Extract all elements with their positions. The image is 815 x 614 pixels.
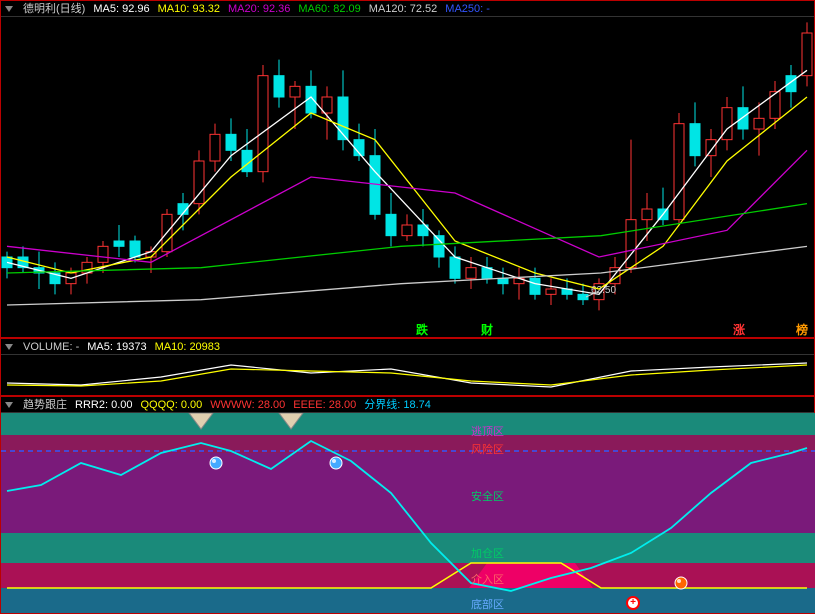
- add-icon[interactable]: +: [626, 596, 640, 610]
- volume-title: VOLUME: -: [23, 339, 79, 355]
- candlestick-panel: 德明利(日线) MA5: 92.96 MA10: 93.32 MA20: 92.…: [0, 0, 815, 338]
- candlestick-header: 德明利(日线) MA5: 92.96 MA10: 93.32 MA20: 92.…: [1, 1, 814, 17]
- trend-title: 趋势跟庄: [23, 397, 67, 413]
- zone-label: 安全区: [471, 488, 504, 504]
- volume-header: VOLUME: - MA5: 19373 MA10: 20983: [1, 339, 814, 355]
- rrr2-label: RRR2: 0.00: [75, 397, 133, 413]
- marker-label: 财: [481, 321, 493, 338]
- zone-label: 加仓区: [471, 545, 504, 561]
- zone-label: 介入区: [471, 571, 504, 587]
- chevron-down-icon[interactable]: [5, 6, 13, 12]
- candlestick-chart[interactable]: 62.50 跌 财 涨 榜: [1, 17, 814, 337]
- qqqq-label: QQQQ: 0.00: [141, 397, 203, 413]
- zone-label: 风险区: [471, 441, 504, 457]
- marker-label: 榜: [796, 321, 808, 338]
- ma120-label: MA120: 72.52: [369, 1, 438, 17]
- chevron-down-icon[interactable]: [5, 344, 13, 350]
- vol-ma10-label: MA10: 20983: [155, 339, 220, 355]
- marker-label: 涨: [733, 321, 745, 338]
- trend-panel: 趋势跟庄 RRR2: 0.00 QQQQ: 0.00 WWWW: 28.00 E…: [0, 396, 815, 614]
- fjx-label: 分界线: 18.74: [364, 397, 431, 413]
- bottom-markers: 跌财涨榜: [1, 321, 814, 335]
- ma5-label: MA5: 92.96: [93, 1, 149, 17]
- trend-chart[interactable]: 逃顶区风险区安全区加仓区介入区底部区 +: [1, 413, 814, 613]
- price-annotation: 62.50: [591, 285, 616, 296]
- eeee-label: EEEE: 28.00: [293, 397, 356, 413]
- chevron-down-icon[interactable]: [5, 402, 13, 408]
- wwww-label: WWWW: 28.00: [210, 397, 285, 413]
- ma60-label: MA60: 82.09: [298, 1, 360, 17]
- ma20-label: MA20: 92.36: [228, 1, 290, 17]
- zone-label: 逃顶区: [471, 423, 504, 439]
- ma250-label: MA250: -: [445, 1, 490, 17]
- zone-label: 底部区: [471, 596, 504, 612]
- vol-ma5-label: MA5: 19373: [87, 339, 146, 355]
- trend-header: 趋势跟庄 RRR2: 0.00 QQQQ: 0.00 WWWW: 28.00 E…: [1, 397, 814, 413]
- volume-chart[interactable]: [1, 355, 814, 395]
- volume-panel: VOLUME: - MA5: 19373 MA10: 20983: [0, 338, 815, 396]
- marker-label: 跌: [416, 321, 428, 338]
- ma10-label: MA10: 93.32: [158, 1, 220, 17]
- chart-title: 德明利(日线): [23, 1, 85, 17]
